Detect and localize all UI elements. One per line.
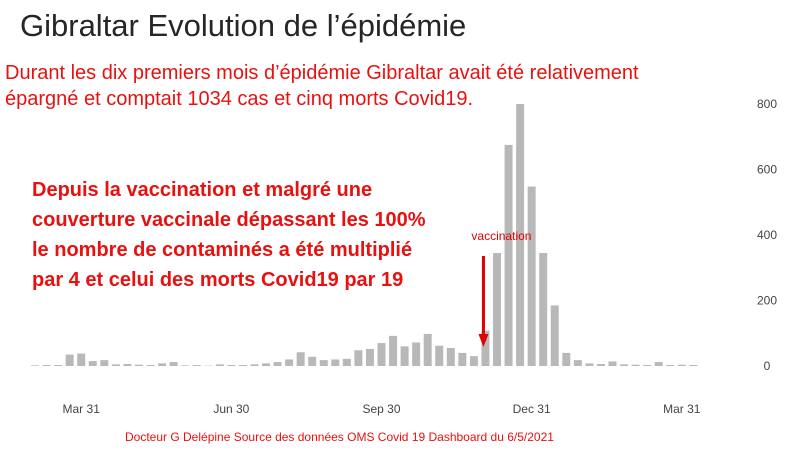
data-bar (308, 356, 317, 366)
data-bar (342, 358, 351, 366)
data-bar (608, 361, 617, 366)
data-bar (227, 365, 236, 366)
data-bar (42, 365, 51, 366)
data-bar (389, 335, 398, 366)
data-bar (550, 305, 559, 366)
data-bar (331, 359, 340, 366)
data-bar (631, 364, 640, 366)
data-bar (666, 365, 675, 366)
y-tick-label: 800 (757, 97, 777, 111)
y-tick-label: 0 (764, 359, 771, 373)
data-bar (585, 363, 594, 366)
data-bar (273, 362, 282, 366)
callout-line: couverture vaccinale dépassant les 100% (32, 209, 426, 231)
data-bar (158, 363, 167, 366)
data-bar (493, 253, 501, 366)
data-bar (31, 365, 39, 366)
intro-line: épargné et comptait 1034 cas et cinq mor… (5, 88, 474, 110)
slide-title: Gibraltar Evolution de l’épidémie (20, 8, 467, 43)
data-bar (215, 364, 224, 366)
data-bar (262, 363, 270, 366)
data-bar (481, 330, 490, 366)
data-bar (111, 364, 120, 366)
data-bar (643, 365, 652, 366)
data-bar (677, 364, 686, 366)
data-bar (412, 342, 421, 366)
data-bar (469, 356, 478, 366)
data-bar (596, 364, 605, 366)
data-bar (573, 360, 582, 366)
x-tick-label: Mar 31 (63, 402, 101, 416)
y-tick-label: 600 (757, 163, 777, 177)
vaccination-arrow-head (478, 334, 489, 347)
vaccination-label: vaccination (471, 229, 531, 243)
x-tick-label: Dec 31 (513, 402, 551, 416)
data-bar (146, 365, 155, 366)
data-bar (169, 362, 178, 366)
data-bar (134, 364, 143, 366)
x-tick-label: Sep 30 (362, 402, 400, 416)
data-bar (123, 364, 132, 366)
data-bar (689, 365, 698, 366)
data-bar (458, 352, 467, 366)
x-tick-label: Mar 31 (663, 402, 701, 416)
data-bar (423, 333, 432, 366)
data-bar (250, 364, 259, 366)
data-bar (654, 362, 663, 366)
data-bar (100, 360, 109, 366)
source-footer: Docteur G Delépine Source des données OM… (125, 430, 554, 444)
data-bar (54, 365, 63, 366)
data-bar (238, 365, 247, 366)
data-bar (400, 346, 409, 366)
intro-text: Durant les dix premiers mois d’épidémie … (5, 60, 725, 112)
y-tick-label: 200 (757, 294, 777, 308)
data-bar (192, 365, 201, 366)
data-bar (319, 360, 328, 366)
data-bar (285, 359, 294, 366)
callout-line: par 4 et celui des morts Covid19 par 19 (32, 269, 404, 291)
data-bar (504, 144, 513, 366)
data-bar (562, 352, 571, 366)
x-tick-label: Jun 30 (213, 402, 249, 416)
data-bar (539, 253, 548, 366)
data-bar (527, 186, 536, 366)
data-bar (296, 352, 305, 366)
data-bar (365, 348, 374, 366)
data-bar (516, 104, 525, 366)
callout-line: Depuis la vaccination et malgré une (32, 179, 373, 201)
data-bar (377, 343, 386, 366)
callout-line: le nombre de contaminés a été multiplié (32, 239, 413, 261)
y-tick-label: 400 (757, 228, 777, 242)
data-bar (446, 347, 455, 366)
data-bar (620, 364, 629, 366)
data-bar (181, 365, 190, 366)
data-bar (354, 350, 363, 366)
data-bar (77, 353, 86, 366)
intro-line: Durant les dix premiers mois d’épidémie … (5, 62, 639, 84)
data-bar (435, 345, 444, 366)
data-bar (65, 354, 74, 366)
vaccination-callout: Depuis la vaccination et malgré une couv… (32, 175, 452, 295)
data-bar (88, 361, 97, 366)
